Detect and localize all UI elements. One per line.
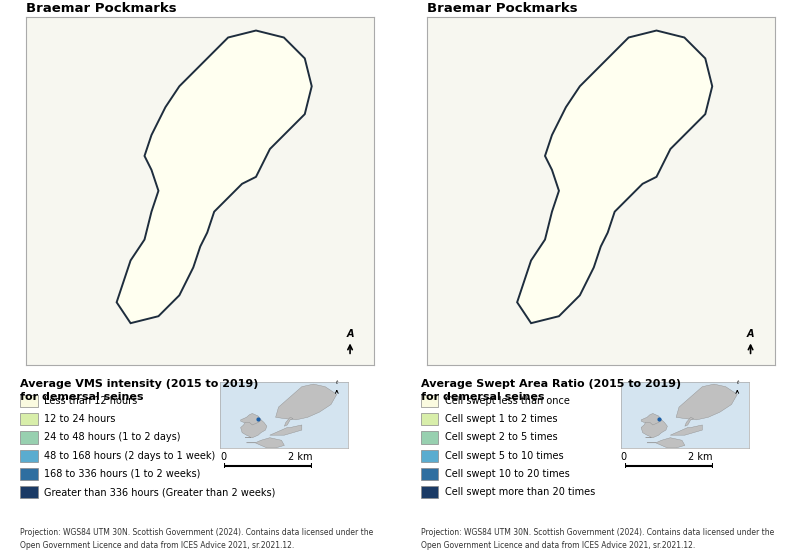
Polygon shape	[685, 418, 694, 426]
Text: A: A	[346, 329, 354, 339]
Text: 2 km: 2 km	[688, 452, 713, 462]
Polygon shape	[276, 384, 336, 420]
Text: Average Swept Area Ratio (2015 to 2019)
for demersal seines: Average Swept Area Ratio (2015 to 2019) …	[421, 379, 681, 402]
Text: Cell swept 10 to 20 times: Cell swept 10 to 20 times	[445, 469, 570, 479]
Polygon shape	[517, 30, 712, 323]
Polygon shape	[240, 416, 267, 438]
Text: 0: 0	[621, 452, 627, 462]
Text: Projection: WGS84 UTM 30N. Scottish Government (2024). Contains data licensed un: Projection: WGS84 UTM 30N. Scottish Gove…	[421, 528, 774, 553]
Polygon shape	[270, 425, 302, 435]
Polygon shape	[676, 384, 737, 420]
Polygon shape	[240, 414, 261, 425]
Text: Cell swept 1 to 2 times: Cell swept 1 to 2 times	[445, 414, 557, 424]
Polygon shape	[247, 438, 284, 448]
Text: Cell swept less than once: Cell swept less than once	[445, 396, 570, 406]
Text: Cell swept 2 to 5 times: Cell swept 2 to 5 times	[445, 432, 557, 442]
Text: 168 to 336 hours (1 to 2 weeks): 168 to 336 hours (1 to 2 weeks)	[44, 469, 200, 479]
Text: A: A	[747, 329, 755, 339]
Text: Less than 12 hours: Less than 12 hours	[44, 396, 137, 406]
Text: 12 to 24 hours: 12 to 24 hours	[44, 414, 115, 424]
Polygon shape	[117, 30, 312, 323]
Polygon shape	[284, 418, 293, 426]
Polygon shape	[647, 438, 685, 448]
Text: t: t	[736, 380, 739, 385]
Text: 0: 0	[220, 452, 227, 462]
Text: 24 to 48 hours (1 to 2 days): 24 to 48 hours (1 to 2 days)	[44, 432, 180, 442]
Text: Cell swept more than 20 times: Cell swept more than 20 times	[445, 487, 595, 497]
Text: Greater than 336 hours (Greater than 2 weeks): Greater than 336 hours (Greater than 2 w…	[44, 487, 276, 497]
Text: t: t	[336, 380, 338, 385]
Text: Average VMS intensity (2015 to 2019)
for demersal seines: Average VMS intensity (2015 to 2019) for…	[20, 379, 259, 402]
Polygon shape	[641, 416, 667, 438]
Polygon shape	[641, 414, 662, 425]
Polygon shape	[670, 425, 702, 435]
Text: Braemar Pockmarks: Braemar Pockmarks	[26, 2, 177, 15]
Text: Cell swept 5 to 10 times: Cell swept 5 to 10 times	[445, 451, 563, 461]
Text: 48 to 168 hours (2 days to 1 week): 48 to 168 hours (2 days to 1 week)	[44, 451, 215, 461]
Text: Projection: WGS84 UTM 30N. Scottish Government (2024). Contains data licensed un: Projection: WGS84 UTM 30N. Scottish Gove…	[20, 528, 373, 553]
Text: 2 km: 2 km	[288, 452, 312, 462]
Text: Braemar Pockmarks: Braemar Pockmarks	[427, 2, 578, 15]
